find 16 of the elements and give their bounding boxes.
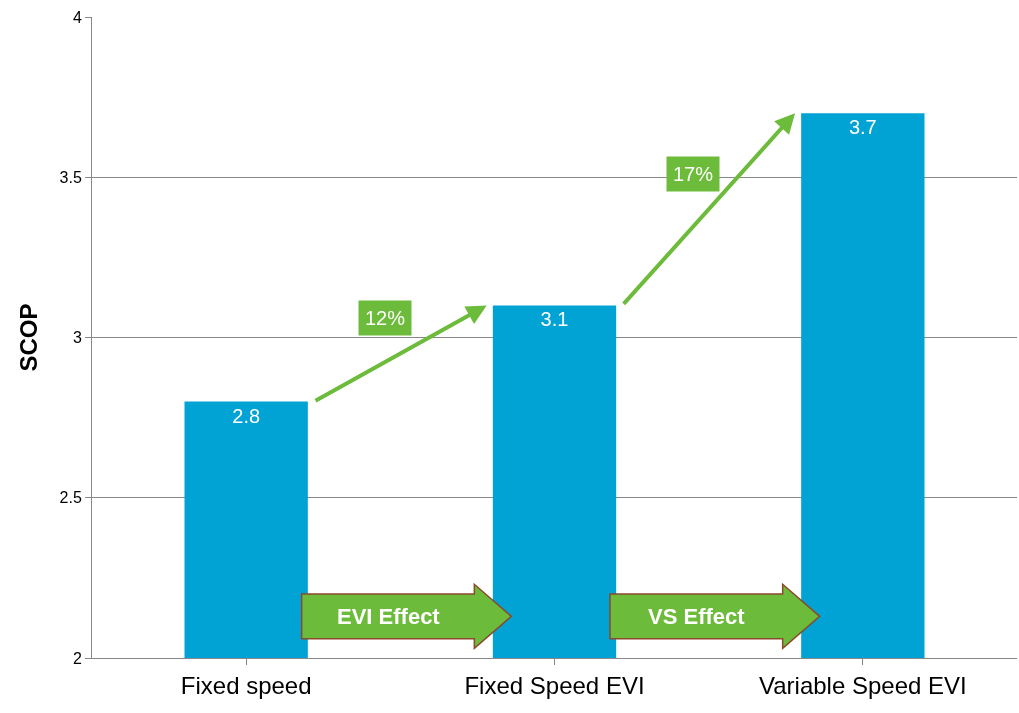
annotation: 12% (365, 307, 406, 329)
x-tick-label: Fixed speed (180, 671, 312, 699)
y-tick-label: 3.5 (59, 168, 82, 186)
annotation: 17% (673, 163, 714, 185)
y-axis-title: SCOP (14, 303, 42, 372)
annotation: EVI Effect (337, 604, 441, 629)
y-tick-label: 4 (72, 8, 82, 26)
annotation: VS Effect (648, 604, 746, 629)
x-tick-label: Variable Speed EVI (758, 671, 967, 699)
x-tick-label: Fixed Speed EVI (464, 671, 645, 699)
y-tick-label: 2.5 (59, 489, 82, 507)
y-tick-label: 2 (72, 649, 82, 667)
data-label: 2.8 (232, 404, 261, 427)
data-label: 3.7 (848, 116, 877, 139)
y-tick-label: 3 (72, 329, 82, 347)
data-label: 3.1 (540, 308, 569, 331)
